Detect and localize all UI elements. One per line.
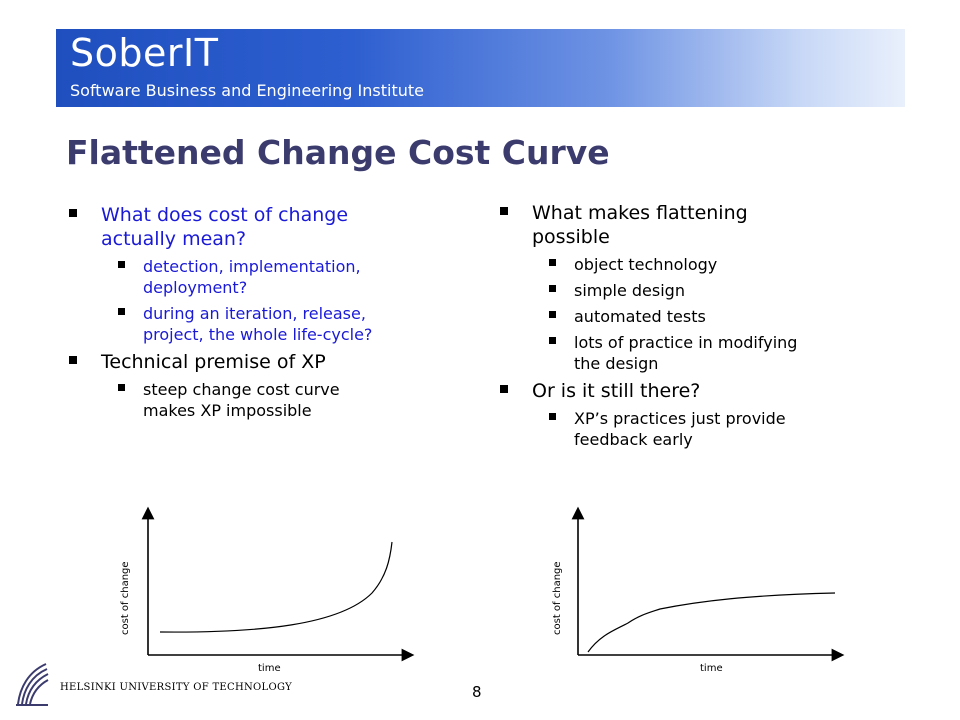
sub-bullet-text: detection, implementation, (143, 257, 361, 276)
bullet-text: actually mean? (101, 228, 247, 250)
bullet-technical-premise: Technical premise of XP steep change cos… (66, 350, 446, 421)
bullet-text: What does cost of change (101, 204, 349, 226)
slide-title: Flattened Change Cost Curve (66, 133, 610, 172)
sub-bullet: lots of practice in modifying the design (532, 332, 897, 374)
sub-bullet-text: steep change cost curve (143, 380, 340, 399)
bullet-text: Or is it still there? (532, 380, 701, 402)
sub-bullet: simple design (532, 280, 897, 301)
sub-bullet: object technology (532, 254, 897, 275)
cost-curve (587, 592, 836, 653)
sub-bullet: steep change cost curve makes XP impossi… (101, 379, 446, 421)
brand-title: SoberIT (70, 31, 219, 75)
right-column: What makes flattening possible object te… (497, 201, 897, 455)
sub-bullet: XP’s practices just provide feedback ear… (532, 408, 897, 450)
bullet-text: possible (532, 226, 610, 248)
sub-bullet-text: object technology (574, 255, 718, 274)
sub-bullet: during an iteration, release, project, t… (101, 303, 446, 345)
cost-curve (159, 541, 393, 633)
sub-bullet-text: project, the whole life-cycle? (143, 325, 373, 344)
x-axis-label: time (258, 663, 281, 674)
bullet-text: Technical premise of XP (101, 351, 326, 373)
brand-subtitle: Software Business and Engineering Instit… (70, 81, 424, 100)
y-axis-label: cost of change (120, 561, 131, 635)
flattened-cost-curve-svg (571, 506, 845, 662)
steep-cost-curve-chart: cost of change time (120, 505, 420, 674)
left-column: What does cost of change actually mean? … (66, 203, 446, 426)
sub-bullet: detection, implementation, deployment? (101, 256, 446, 298)
sub-bullet-text: simple design (574, 281, 685, 300)
sub-bullet-text: lots of practice in modifying (574, 333, 798, 352)
sub-bullet: automated tests (532, 306, 897, 327)
bullet-text: What makes flattening (532, 202, 748, 224)
sub-bullet-text: the design (574, 354, 659, 373)
steep-cost-curve-svg (141, 506, 415, 662)
hut-logo-icon (16, 663, 49, 706)
bullet-flattening-possible: What makes flattening possible object te… (497, 201, 897, 374)
header-banner (56, 29, 905, 107)
y-axis-label: cost of change (552, 561, 563, 635)
sub-bullet-text: deployment? (143, 278, 248, 297)
sub-bullet-text: automated tests (574, 307, 706, 326)
sub-bullet-text: during an iteration, release, (143, 304, 366, 323)
page-number: 8 (472, 683, 482, 701)
x-axis-label: time (700, 663, 723, 674)
flattened-cost-curve-chart: cost of change time (552, 505, 850, 674)
bullet-cost-of-change: What does cost of change actually mean? … (66, 203, 446, 345)
sub-bullet-text: XP’s practices just provide (574, 409, 786, 428)
sub-bullet-text: feedback early (574, 430, 693, 449)
bullet-still-there: Or is it still there? XP’s practices jus… (497, 379, 897, 450)
sub-bullet-text: makes XP impossible (143, 401, 312, 420)
institution-name: HELSINKI UNIVERSITY OF TECHNOLOGY (60, 682, 292, 693)
